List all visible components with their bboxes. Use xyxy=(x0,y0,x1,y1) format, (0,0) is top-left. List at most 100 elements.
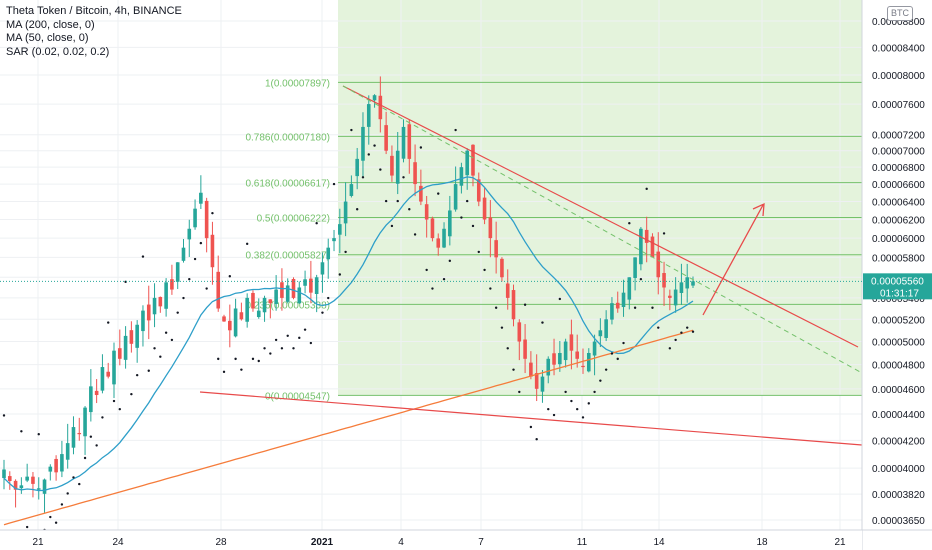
candle-body xyxy=(117,348,122,359)
price-tick-label: 0.00004600 xyxy=(872,385,925,396)
price-tick-label: 0.00005000 xyxy=(872,338,925,349)
candle xyxy=(129,321,134,353)
candle-body xyxy=(280,282,284,298)
candle xyxy=(662,261,666,306)
candle xyxy=(251,290,255,312)
candle-body xyxy=(193,208,197,228)
candle-body xyxy=(106,371,111,377)
sar-dot xyxy=(506,347,509,350)
upper-trendline xyxy=(342,85,859,348)
candle-body xyxy=(448,210,452,237)
sar-dot xyxy=(680,331,683,334)
candle xyxy=(193,199,197,230)
sar-dot xyxy=(298,336,301,340)
sar-dot xyxy=(245,242,249,246)
sar-dot xyxy=(454,128,457,132)
candle-body xyxy=(668,295,672,298)
sar-dot xyxy=(425,268,428,272)
candle xyxy=(112,342,116,399)
sar-dot xyxy=(564,390,567,394)
fib-level-label: 1(0.00007897) xyxy=(265,78,330,89)
price-tick-label: 0.00008400 xyxy=(872,43,925,54)
candle-body xyxy=(529,362,533,377)
sar-dot xyxy=(327,296,330,300)
candle xyxy=(25,463,29,483)
sar-dot xyxy=(662,232,666,235)
time-tick-label: 21 xyxy=(834,537,846,548)
candle-body xyxy=(372,95,377,101)
candle-body xyxy=(569,334,574,351)
sar-dot xyxy=(535,437,538,441)
candle xyxy=(2,459,6,490)
candle-body xyxy=(274,289,278,304)
sar-dot xyxy=(529,425,533,429)
candle-body xyxy=(60,454,64,472)
legend-sar: SAR (0.02, 0.02, 0.2) xyxy=(6,45,110,58)
candle-body xyxy=(309,278,313,293)
candle xyxy=(453,166,458,212)
sar-dot xyxy=(413,233,417,236)
sar-dot xyxy=(402,176,405,179)
candle xyxy=(332,229,336,252)
sar-dot xyxy=(379,168,382,171)
candle xyxy=(604,310,608,342)
candle-body xyxy=(615,302,620,309)
candle xyxy=(558,341,562,372)
candle-body xyxy=(511,290,516,320)
ma200-line xyxy=(3,329,694,526)
sar-dot xyxy=(89,435,93,438)
price-axis: 0.00003650 0.00003820 0.00004000 0.00004200… xyxy=(861,0,932,550)
time-tick-label: 4 xyxy=(398,537,404,548)
candle-body xyxy=(586,352,591,372)
candle xyxy=(262,295,267,322)
sar-dot xyxy=(581,416,585,419)
candle xyxy=(320,252,325,293)
sar-dot xyxy=(523,303,527,306)
candle-body xyxy=(332,238,336,242)
time-tick-label: 2021 xyxy=(311,537,334,548)
time-axis: 21 24 28 2021 4 7 11 14 18 21 xyxy=(0,529,932,550)
sar-dot xyxy=(234,357,237,361)
candle-body xyxy=(679,282,684,293)
candle-body xyxy=(482,197,487,220)
price-tick-label: 0.00008000 xyxy=(872,71,925,82)
candle xyxy=(309,260,313,304)
sar-dot xyxy=(263,347,266,350)
candle xyxy=(650,233,655,258)
candle-body xyxy=(395,150,400,184)
candle xyxy=(228,304,232,348)
candle-body xyxy=(77,432,82,435)
sar-dot xyxy=(367,153,370,156)
candle xyxy=(500,257,504,282)
sar-dot xyxy=(384,199,388,203)
candle xyxy=(170,264,174,295)
candle-body xyxy=(465,150,469,176)
candle-body xyxy=(459,167,464,186)
fib-levels: 1(0.00007897) 0.786(0.00007180) 0.618(0.00… xyxy=(245,78,862,402)
candle xyxy=(448,195,452,246)
candle xyxy=(60,440,64,478)
candle xyxy=(285,278,290,304)
sar-dot xyxy=(541,321,544,324)
currency-badge[interactable]: BTC xyxy=(887,6,913,21)
candle-body xyxy=(129,330,134,344)
candle xyxy=(540,369,545,403)
candle xyxy=(523,324,527,374)
sar-dot xyxy=(222,370,226,374)
candle-body xyxy=(378,95,383,120)
candle-body xyxy=(633,257,637,278)
sar-dot xyxy=(355,208,359,211)
price-tick-label: 0.00006200 xyxy=(872,216,925,227)
sar-dot xyxy=(60,503,64,506)
candle xyxy=(314,274,319,313)
sar-dot xyxy=(130,392,133,396)
candle-body xyxy=(592,341,597,356)
candle-body xyxy=(326,247,331,260)
candle-body xyxy=(297,287,302,304)
sar-dot xyxy=(390,224,394,228)
time-axis-bg xyxy=(0,530,862,550)
price-tick-label: 0.00003650 xyxy=(872,516,925,527)
sar-dot xyxy=(20,430,23,433)
sar-dot xyxy=(251,357,255,361)
